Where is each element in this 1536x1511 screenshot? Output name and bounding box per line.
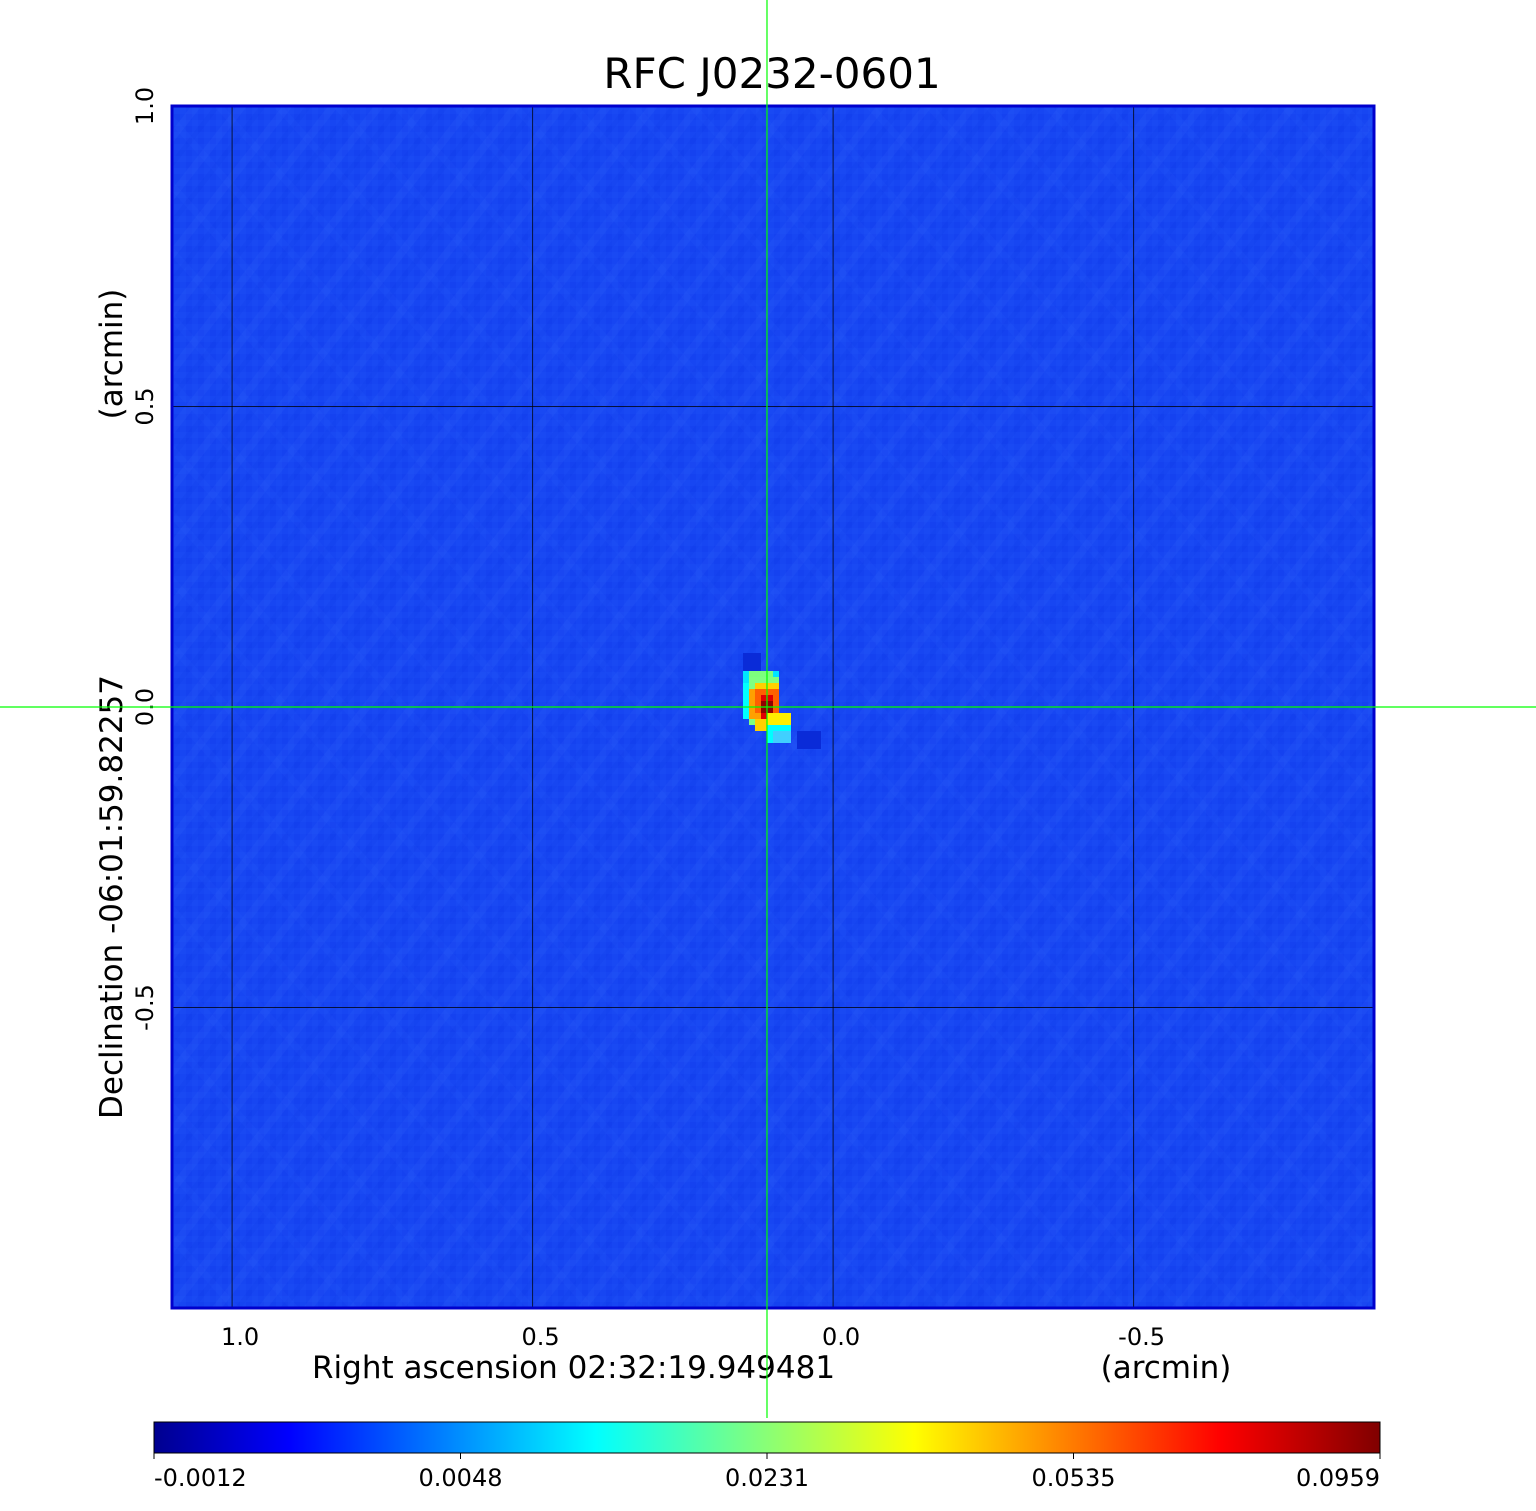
x-axis-unit: (arcmin)	[1101, 1350, 1232, 1386]
x-tick-label: 0.5	[522, 1323, 560, 1351]
x-tick-label: 1.0	[221, 1323, 259, 1351]
y-tick-label: -0.5	[131, 984, 159, 1031]
source-pixel-11	[772, 731, 791, 743]
x-tick-labels: 1.0 0.5 0.0 -0.5	[221, 1323, 1165, 1351]
y-tick-label: 0.5	[131, 387, 159, 425]
colorbar-gradient	[153, 1421, 1381, 1454]
colorbar-tick-label: 0.0959	[1296, 1464, 1380, 1492]
source-negative-pixel	[742, 653, 761, 671]
crosshair	[0, 0, 1536, 1418]
colorbar-tick-label: 0.0231	[725, 1464, 809, 1492]
x-tick-label: 0.0	[822, 1323, 860, 1351]
chart-title: RFC J0232-0601	[603, 49, 940, 98]
x-axis-label: Right ascension 02:32:19.949481	[312, 1350, 835, 1386]
colorbar-tick-label: 0.0535	[1032, 1464, 1116, 1492]
y-axis-label: Declination -06:01:59.82257	[94, 675, 130, 1119]
x-tick-label: -0.5	[1118, 1323, 1165, 1351]
y-tick-label: 1.0	[131, 87, 159, 125]
colorbar-tick-label: -0.0012	[154, 1464, 247, 1492]
source-negative-pixel	[796, 731, 821, 749]
y-axis-unit: (arcmin)	[94, 289, 130, 420]
y-tick-labels: 1.00.50.0-0.5	[131, 87, 159, 1031]
colorbar: -0.0012 0.0048 0.0231 0.0535 0.0959	[153, 1421, 1381, 1492]
colorbar-ticks: -0.0012 0.0048 0.0231 0.0535 0.0959	[153, 1453, 1381, 1492]
colorbar-tick-label: 0.0048	[419, 1464, 503, 1492]
